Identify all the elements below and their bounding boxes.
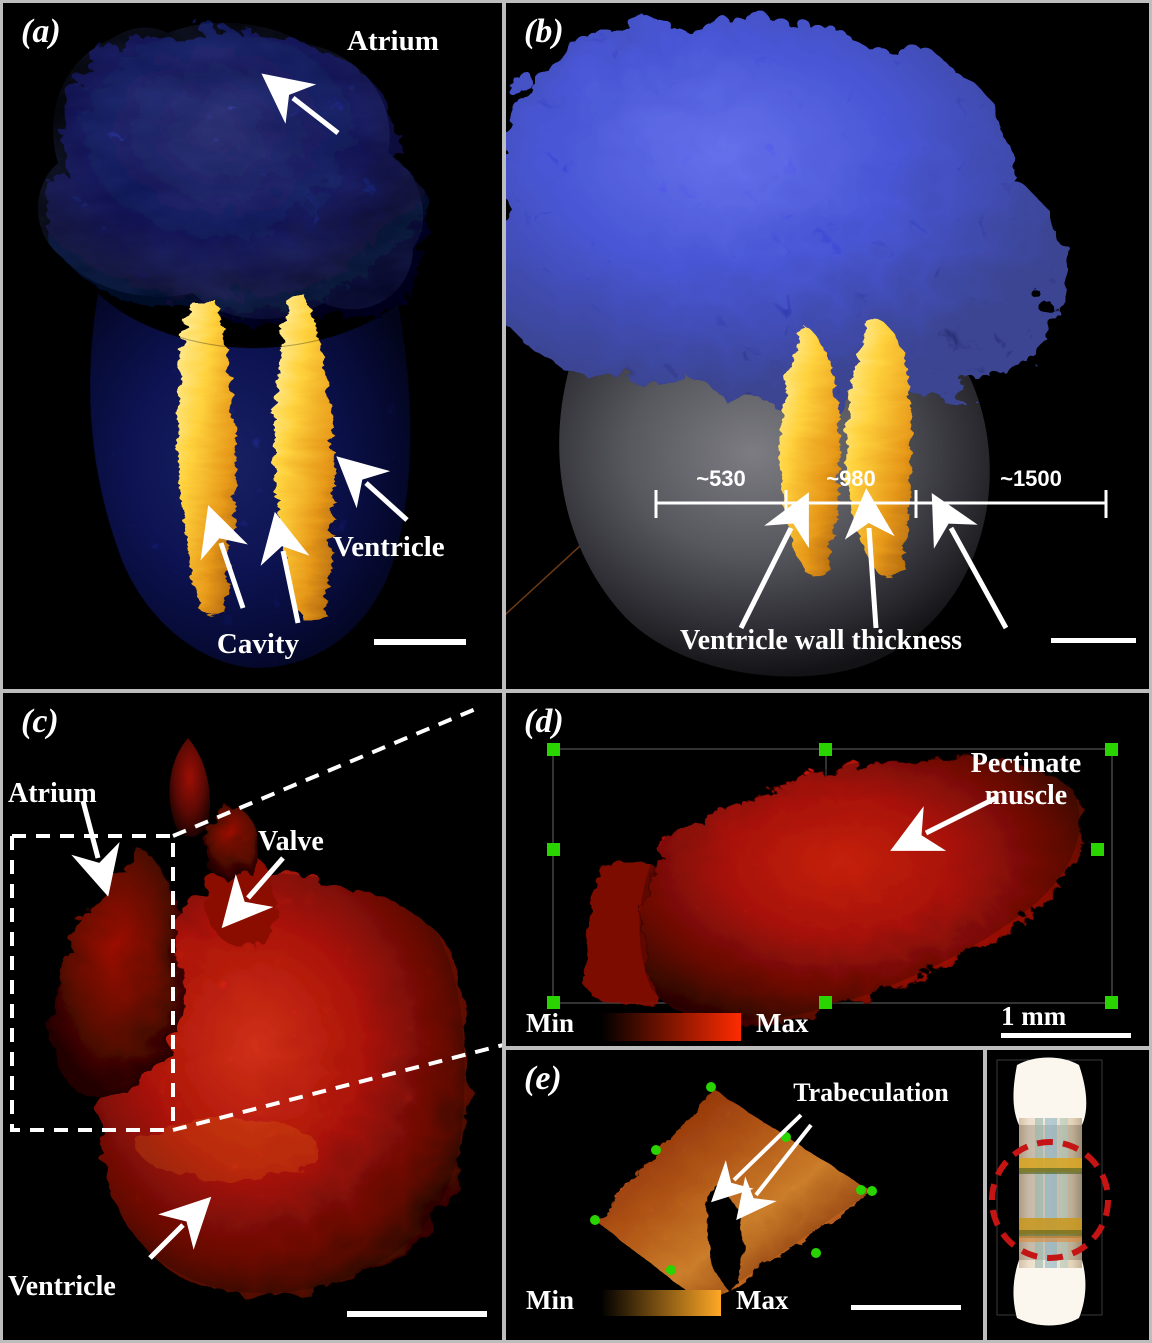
- svg-text:~530: ~530: [696, 466, 746, 491]
- svg-text:~1500: ~1500: [1000, 466, 1062, 491]
- svg-text:~980: ~980: [826, 466, 876, 491]
